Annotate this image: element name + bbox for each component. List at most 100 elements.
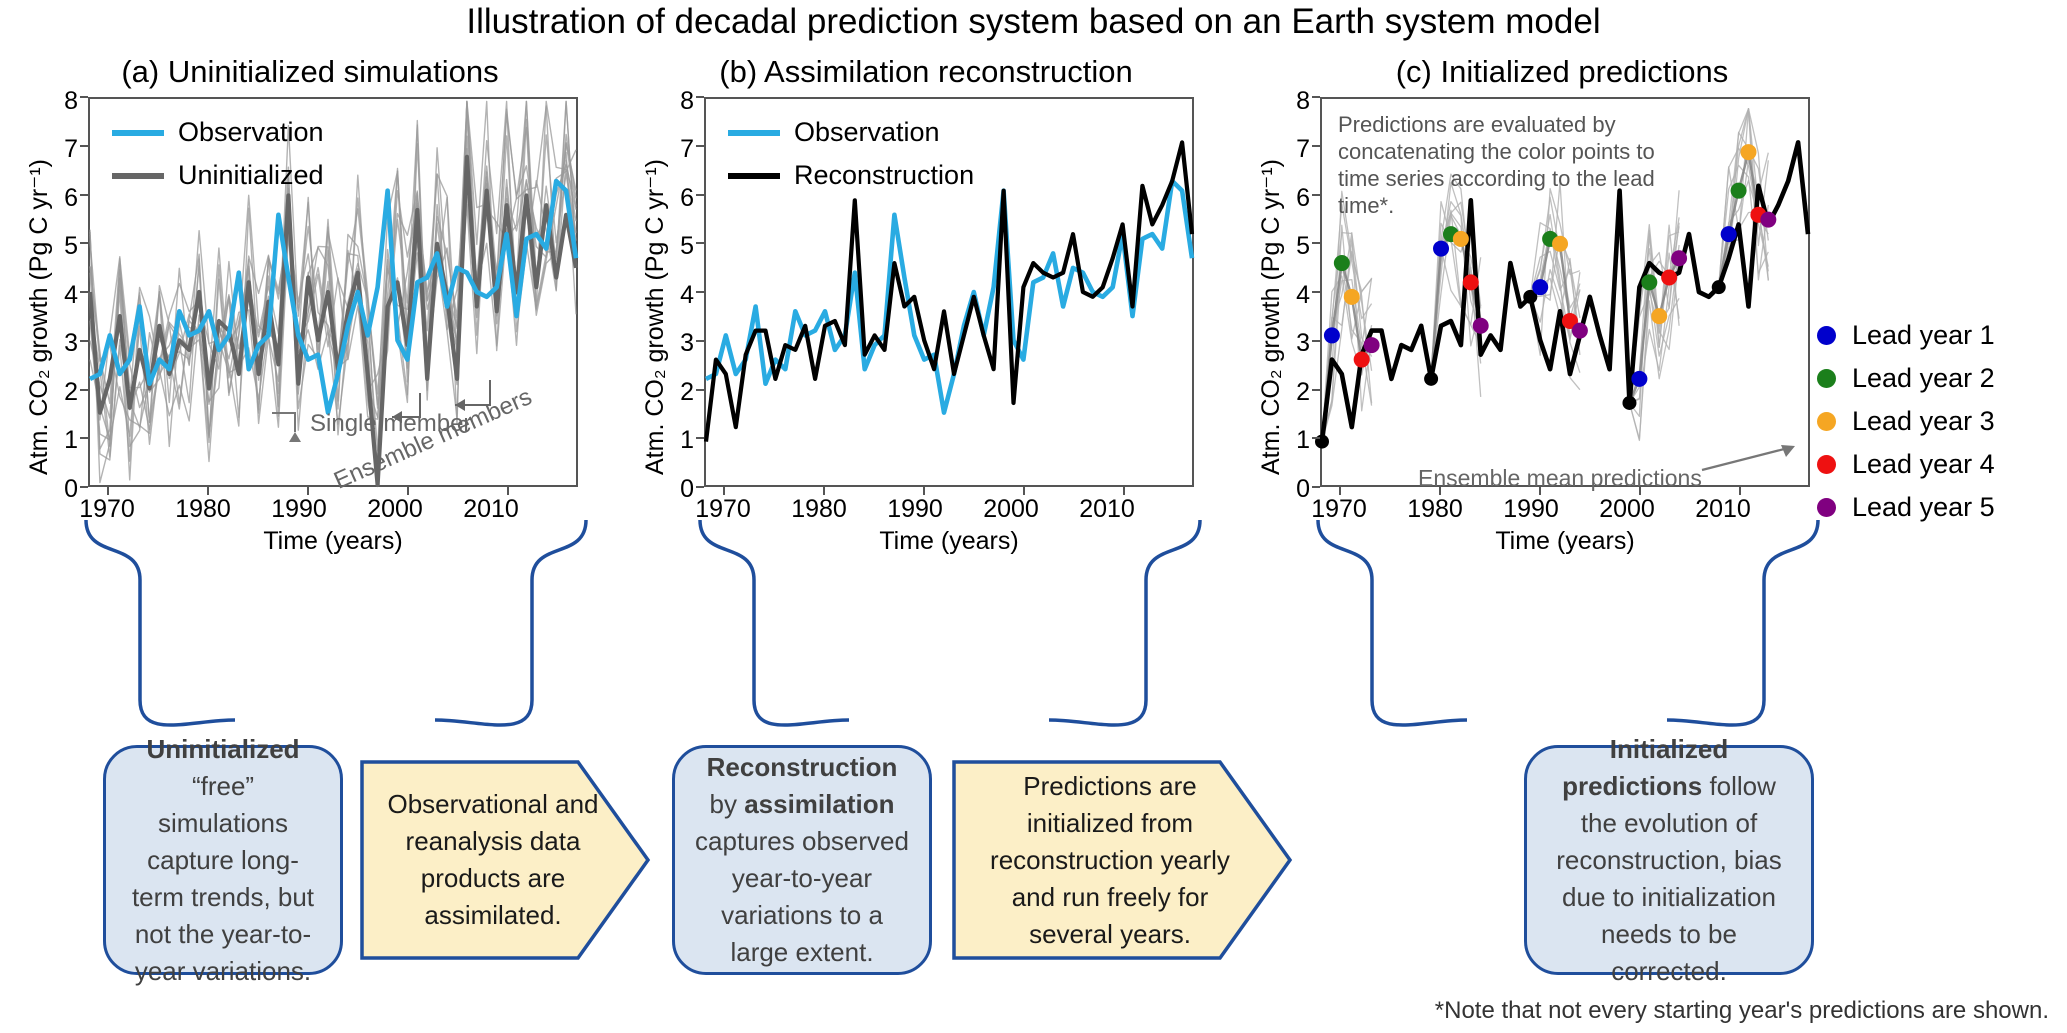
callout-uninitialized-bold: Uninitialized xyxy=(146,733,300,764)
panel-a-ytickmark-0 xyxy=(80,486,88,488)
panel-a-legend-observation[interactable]: Observation xyxy=(112,117,324,148)
panel-a-ytickmark-1 xyxy=(80,437,88,440)
callout-uninitialized[interactable]: Uninitialized “free” simulations capture… xyxy=(103,734,343,986)
panel-c-legend-lead-year-1[interactable]: Lead year 1 xyxy=(1817,320,1995,351)
callout-uninitialized-rest: “free” simulations capture long-term tre… xyxy=(131,770,315,986)
panel-c-xlabel: Time (years) xyxy=(1495,527,1635,555)
panel-c-ytick-8: 8 xyxy=(1296,87,1310,115)
arrow-assimilated[interactable]: Observational and reanalysis data produc… xyxy=(360,760,651,960)
panel-a-title: (a) Uninitialized simulations xyxy=(121,54,499,89)
panel-a-xtickmark-2010 xyxy=(507,487,509,495)
panel-c-ytickmark-4 xyxy=(1312,291,1320,293)
panel-c-legend-lead-year-2[interactable]: Lead year 2 xyxy=(1817,363,1995,394)
panel-c-xtickmark-2000 xyxy=(1639,487,1641,495)
lead-year-3-dot xyxy=(1817,412,1836,431)
panel-b-ytick-8: 8 xyxy=(680,87,694,115)
callout-reconstruction-text: Reconstruction by assimilation captures … xyxy=(695,749,909,971)
callout-reconstruction[interactable]: Reconstruction by assimilation captures … xyxy=(672,745,932,975)
panel-a-xtickmark-1980 xyxy=(207,487,209,495)
arrow-assimilated-text: Observational and reanalysis data produc… xyxy=(387,789,599,930)
callout-reconstruction-rest: captures observed year-to-year variation… xyxy=(695,826,909,967)
panel-a-ytickmark-3 xyxy=(80,339,88,342)
figure-footnote: *Note that not every starting year's pre… xyxy=(1434,997,2049,1024)
panel-a-ytick-7: 7 xyxy=(64,135,78,163)
single-member-annotation: Single member xyxy=(310,410,472,437)
panel-c-legend-lead-year-4[interactable]: Lead year 4 xyxy=(1817,449,1995,480)
panel-b-ytick-2: 2 xyxy=(680,378,694,406)
panel-a-ytickmark-6 xyxy=(80,193,88,196)
panel-c-note: Predictions are evaluated by concatenati… xyxy=(1338,111,1668,219)
panel-b-legend-label-observation: Observation xyxy=(794,117,940,147)
ensemble-mean-predictions-annotation: Ensemble mean predictions xyxy=(1418,465,1702,491)
panel-b-ytickmark-8 xyxy=(696,96,704,98)
panel-a-ytick-5: 5 xyxy=(64,232,78,260)
panel-c-legend-lead-year-3[interactable]: Lead year 3 xyxy=(1817,406,1995,437)
panel-b-xtickmark-1980 xyxy=(823,487,825,495)
panel-c-note-line-4: time*. xyxy=(1338,193,1395,218)
panel-c-ytick-0: 0 xyxy=(1296,475,1310,503)
panel-b: (b) Assimilation reconstruction Atm. CO₂… xyxy=(616,55,1236,555)
panel-a-legend-label-uninitialized: Uninitialized xyxy=(178,160,324,190)
panel-b-ytick-5: 5 xyxy=(680,232,694,260)
panel-b-xtick-1970: 1970 xyxy=(695,495,751,523)
panel-b-ytickmark-3 xyxy=(696,339,704,342)
panel-c-note-line-1: Predictions are evaluated by xyxy=(1338,112,1616,137)
panel-c-xtick-1990: 1990 xyxy=(1503,495,1559,523)
panel-c-xtick-2010: 2010 xyxy=(1695,495,1751,523)
panel-a-legend-label-observation: Observation xyxy=(178,117,324,147)
uninitialized-line-swatch xyxy=(112,172,164,179)
panel-b-legend-observation[interactable]: Observation xyxy=(728,117,940,148)
panel-a-xlabel: Time (years) xyxy=(263,527,403,555)
panel-c-ytick-5: 5 xyxy=(1296,232,1310,260)
panel-c-ytickmark-8 xyxy=(1312,96,1320,98)
panel-c-ytick-7: 7 xyxy=(1296,135,1310,163)
callout-initialized[interactable]: Initialized predictions follow the evolu… xyxy=(1524,734,1814,986)
panel-a-ytick-1: 1 xyxy=(64,426,78,454)
panel-c-xtickmark-2010 xyxy=(1739,487,1741,495)
panel-b-legend-label-reconstruction: Reconstruction xyxy=(794,160,975,190)
panel-b-xtick-2010: 2010 xyxy=(1079,495,1135,523)
callout-initialized-text: Initialized predictions follow the evolu… xyxy=(1547,731,1791,990)
panel-c-ytick-1: 1 xyxy=(1296,426,1310,454)
panel-b-ytick-7: 7 xyxy=(680,135,694,163)
panel-a-legend-uninitialized[interactable]: Uninitialized xyxy=(112,160,324,191)
panel-c-legend-label-lead5: Lead year 5 xyxy=(1852,492,1995,522)
panel-a-xtickmark-2000 xyxy=(407,487,409,495)
panel-c-legend-lead-year-5[interactable]: Lead year 5 xyxy=(1817,492,1995,523)
panel-a: (a) Uninitialized simulations Atm. CO₂ g… xyxy=(0,54,620,555)
panel-a-ytick-8: 8 xyxy=(64,87,78,115)
lead-year-1-dot xyxy=(1817,326,1836,345)
panel-b-xtickmark-2000 xyxy=(1023,487,1025,495)
panel-c-legend-label-lead4: Lead year 4 xyxy=(1852,449,1995,479)
callout-reconstruction-bold2: assimilation xyxy=(744,789,895,819)
panel-c-xtick-1970: 1970 xyxy=(1311,495,1367,523)
panel-c-plot-area xyxy=(1315,97,1811,487)
panel-c-legend-label-lead3: Lead year 3 xyxy=(1852,406,1995,436)
arrow-assimilated-shape xyxy=(360,760,651,960)
panel-c-ytickmark-2 xyxy=(1312,388,1320,391)
panel-a-xtick-1970: 1970 xyxy=(79,495,135,523)
panel-b-xtick-1980: 1980 xyxy=(791,495,847,523)
panel-c-ytick-3: 3 xyxy=(1296,329,1310,357)
panel-c-note-line-2: concatenating the color points to xyxy=(1338,139,1655,164)
panel-a-ytick-0: 0 xyxy=(64,475,78,503)
callout-reconstruction-bold1: Reconstruction xyxy=(706,752,898,782)
panel-b-legend-reconstruction[interactable]: Reconstruction xyxy=(728,160,974,191)
panel-c-xtickmark-1970 xyxy=(1339,487,1341,495)
panel-a-ytickmark-5 xyxy=(80,242,88,245)
panel-c-ytick-2: 2 xyxy=(1296,378,1310,406)
callout-initialized-bold: Initialized predictions xyxy=(1562,733,1729,801)
arrow-initialized-text: Predictions are initialized from reconst… xyxy=(990,770,1230,949)
panel-b-ytickmark-1 xyxy=(696,437,704,440)
arrow-initialized-shape xyxy=(952,760,1293,960)
panel-c-ytickmark-7 xyxy=(1312,144,1320,147)
panel-b-xlabel: Time (years) xyxy=(879,527,1019,555)
panel-a-xtickmark-1970 xyxy=(107,487,109,495)
panel-c-xtickmark-1990 xyxy=(1539,487,1541,495)
arrow-initialized[interactable]: Predictions are initialized from reconst… xyxy=(952,760,1293,960)
panel-a-ytickmark-7 xyxy=(80,144,88,147)
panel-b-plot-area xyxy=(703,97,1195,487)
panel-b-ytickmark-6 xyxy=(696,193,704,196)
panel-c-note-line-3: time series according to the lead xyxy=(1338,166,1655,191)
panel-b-xtick-2000: 2000 xyxy=(983,495,1039,523)
